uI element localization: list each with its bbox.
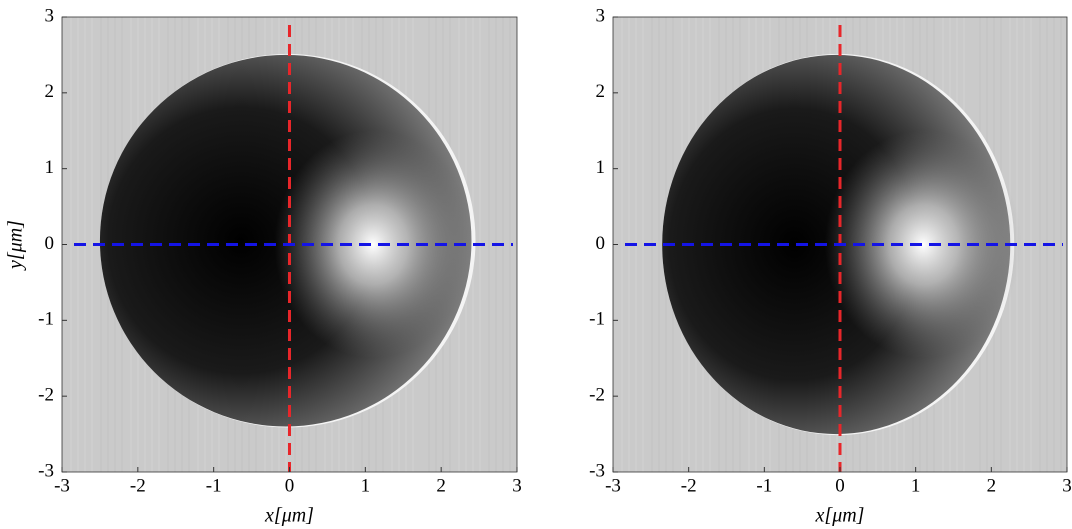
x-tick-label: -1	[206, 475, 222, 496]
x-tick-label: 2	[987, 475, 997, 496]
x-tick-label: 1	[361, 475, 371, 496]
x-tick-label: 0	[835, 475, 845, 496]
x-tick-label: 3	[512, 475, 522, 496]
y-tick-label: -3	[38, 460, 54, 481]
x-tick-label: -1	[756, 475, 772, 496]
x-axis-label: x[μm]	[815, 505, 865, 527]
x-tick-label: -2	[681, 475, 697, 496]
plot-area	[62, 17, 517, 472]
y-tick-label: 3	[596, 5, 606, 26]
y-tick-label: -2	[589, 385, 605, 406]
x-tick-label: 2	[436, 475, 446, 496]
x-tick-label: 0	[285, 475, 295, 496]
highlight	[824, 130, 1022, 359]
x-tick-label: 1	[911, 475, 921, 496]
y-tick-label: -3	[589, 460, 605, 481]
y-tick-label: 1	[596, 157, 606, 178]
y-tick-label: -1	[38, 309, 54, 330]
x-tick-label: -3	[54, 475, 70, 496]
highlight	[274, 130, 472, 359]
y-tick-label: 0	[596, 233, 606, 254]
x-axis-label: x[μm]	[264, 505, 314, 527]
y-tick-label: 3	[45, 5, 55, 26]
y-axis-label: y[μm]	[5, 220, 27, 271]
x-tick-label: -3	[605, 475, 621, 496]
y-tick-label: 1	[45, 157, 55, 178]
y-tick-label: 2	[596, 81, 606, 102]
y-tick-label: -2	[38, 385, 54, 406]
y-tick-label: -1	[589, 309, 605, 330]
x-tick-label: -2	[130, 475, 146, 496]
y-tick-label: 0	[45, 233, 55, 254]
panel: -3 -2 -1 0 1 2 3 -3 -2 -1 0 1 2 3 x[μm] y[μm]	[5, 5, 522, 526]
panel: -3 -2 -1 0 1 2 3 -3 -2 -1 0 1 2 3 x[μm]	[589, 5, 1072, 526]
plot-area	[613, 17, 1067, 472]
x-tick-label: 3	[1062, 475, 1072, 496]
y-tick-label: 2	[45, 81, 55, 102]
